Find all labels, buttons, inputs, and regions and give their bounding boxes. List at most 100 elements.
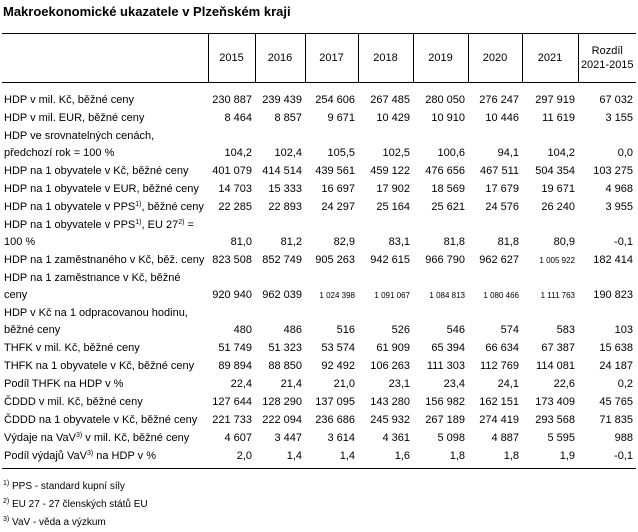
label-text: v mil. Kč, běžné ceny	[82, 432, 190, 444]
label-text: HDP na 1 obyvatele v PPS	[4, 201, 136, 213]
header-text: 2021	[537, 52, 563, 64]
value-cell: 190 823	[593, 289, 633, 301]
footnote-ref: 3)	[75, 432, 83, 439]
footnote-mark: 3)	[3, 516, 10, 523]
value-cell: -0,1	[578, 448, 636, 469]
value-cell: 0,0	[617, 147, 633, 159]
value-cell: 25 164	[376, 201, 410, 213]
value-cell: 486	[283, 324, 302, 336]
label-text: na HDP v %	[93, 450, 156, 462]
row-label: Výdaje na VaV3) v mil. Kč, běžné ceny	[2, 430, 208, 448]
value-cell: 962 627	[479, 254, 519, 266]
value-cell: 94,1	[497, 147, 519, 159]
label-text: THFK v mil. Kč, běžné ceny	[4, 342, 140, 354]
value-cell: 236 686	[315, 414, 355, 426]
value-cell: 1,6	[358, 448, 413, 469]
value-cell: 18 569	[431, 183, 465, 195]
value-cell: -0,1	[614, 236, 633, 248]
value-cell: 254 606	[315, 94, 355, 106]
value-cell: 105,5	[327, 147, 355, 159]
value-cell: 51 749	[218, 342, 252, 354]
value-cell: 1,9	[522, 448, 578, 469]
row-label: HDP na 1 obyvatele v EUR, běžné ceny	[2, 181, 208, 199]
footnote-ref: 1)	[135, 201, 142, 208]
header-text: 2018	[373, 52, 398, 64]
value-cell: 137 095	[315, 396, 355, 408]
value-cell: 65 394	[431, 342, 465, 354]
value-cell: 15 638	[599, 342, 633, 354]
row-label: Podíl THFK na HDP v %	[2, 376, 208, 394]
value-cell: 102,4	[274, 147, 302, 159]
footnotes: 1) PPS - standard kupní síly 2) EU 27 - 2…	[3, 478, 148, 532]
footnote-mark: 2)	[3, 498, 10, 505]
row-label: Podíl výdajů VaV3) na HDP v %	[2, 448, 208, 469]
table-body: HDP v mil. Kč, běžné ceny 230 887 239 439 2…	[2, 83, 636, 469]
header-text: 2021-2015	[580, 59, 634, 71]
header-cell: 2016	[254, 33, 305, 83]
value-cell: 3 447	[274, 432, 302, 444]
value-cell: 100,6	[437, 147, 465, 159]
footnote-text: PPS - standard kupní síly	[9, 481, 125, 492]
value-cell: 4 887	[491, 432, 519, 444]
label-text: ČDDD na 1 obyvatele v Kč, běžné ceny	[4, 414, 198, 426]
header-row: 2015 2016 2017 2018 2019 2020 2021 Rozdíl 2021-2…	[2, 33, 636, 83]
header-cell: 2021	[521, 33, 578, 83]
header-cell: 2019	[412, 33, 468, 83]
value-cell: 25 621	[431, 201, 465, 213]
value-cell: 480	[233, 324, 252, 336]
table-row: ČDDD v mil. Kč, běžné ceny 127 644 128 290…	[2, 394, 636, 412]
value-cell: 5 595	[547, 432, 575, 444]
value-cell: 88 850	[268, 360, 302, 372]
value-cell: 852 749	[262, 254, 302, 266]
label-text: ČDDD v mil. Kč, běžné ceny	[4, 396, 143, 408]
row-label: THFK v mil. Kč, běžné ceny	[2, 340, 208, 358]
value-cell: 8 857	[274, 112, 302, 124]
footnote-ref: 2)	[178, 219, 185, 226]
value-cell: 24,1	[497, 378, 519, 390]
value-cell: 823 508	[212, 254, 252, 266]
value-cell: 1 024 398	[319, 291, 355, 300]
value-cell: 104,2	[224, 147, 252, 159]
label-text: Výdaje na VaV	[4, 432, 76, 444]
value-cell: 4 607	[224, 432, 252, 444]
value-cell: 1,4	[255, 448, 305, 469]
value-cell: 516	[336, 324, 355, 336]
value-cell: 83,1	[388, 236, 410, 248]
value-cell: 51 323	[268, 342, 302, 354]
value-cell: 920 940	[212, 289, 252, 301]
value-cell: 8 464	[224, 112, 252, 124]
value-cell: 245 932	[370, 414, 410, 426]
footnote-ref: 3)	[86, 450, 94, 457]
value-cell: 19 671	[541, 183, 575, 195]
label-text: HDP na 1 obyvatele v PPS	[4, 219, 136, 231]
value-cell: 106 263	[370, 360, 410, 372]
value-cell: 5 098	[437, 432, 465, 444]
value-cell: 71 835	[599, 414, 633, 426]
table-row: HDP na 1 zaměstnaného v Kč, běž. ceny 823…	[2, 252, 636, 270]
value-cell: 414 514	[262, 165, 302, 177]
label-text: Podíl výdajů VaV	[4, 450, 87, 462]
title: Makroekonomické ukazatele v Plzeňském kr…	[3, 4, 291, 19]
value-cell: 1 080 466	[483, 291, 519, 300]
label-text: HDP v Kč na 1 odpracovanou hodinu, běžné…	[4, 307, 188, 336]
value-cell: 1,8	[468, 448, 522, 469]
footnote: 3) VaV - věda a výzkum	[3, 514, 148, 532]
header-text: 2020	[482, 52, 508, 64]
table-row: HDP na 1 obyvatele v Kč, běžné ceny 401 0…	[2, 163, 636, 181]
value-cell: 297 919	[535, 94, 575, 106]
value-cell: 81,8	[497, 236, 519, 248]
value-cell: 267 485	[370, 94, 410, 106]
value-cell: 80,9	[553, 236, 575, 248]
value-cell: 111 303	[426, 360, 465, 372]
table-row: HDP ve srovnatelných cenách, předchozí r…	[2, 128, 636, 163]
value-cell: 128 290	[262, 396, 302, 408]
value-cell: 103 275	[593, 165, 633, 177]
value-cell: 61 909	[376, 342, 410, 354]
value-cell: 112 769	[480, 360, 519, 372]
value-cell: 476 656	[425, 165, 465, 177]
footnote: 2) EU 27 - 27 členských států EU	[3, 496, 148, 514]
value-cell: 17 902	[376, 183, 410, 195]
value-cell: 11 619	[542, 112, 575, 124]
value-cell: 230 887	[212, 94, 252, 106]
table-row: HDP na 1 obyvatele v EUR, běžné ceny 14 7…	[2, 181, 636, 199]
